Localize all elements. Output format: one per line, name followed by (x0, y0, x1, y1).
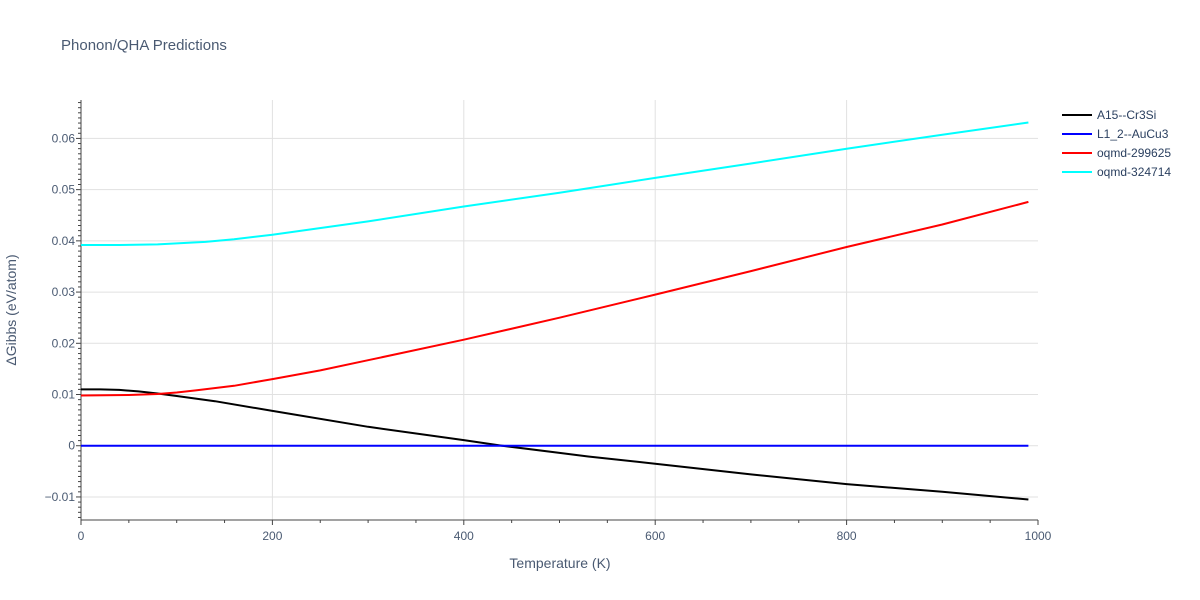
y-tick-label: 0.03 (52, 285, 76, 299)
series-line-A15--Cr3Si (81, 388, 1029, 501)
y-axis: −0.01 0 0.01 0.02 0.03 0.04 0.05 0.06 (45, 100, 82, 520)
legend-item-label: oqmd-324714 (1097, 165, 1171, 179)
y-tick-label: 0.05 (52, 183, 76, 197)
x-tick-label: 200 (262, 529, 282, 543)
legend-item-label: oqmd-299625 (1097, 146, 1171, 160)
grid (81, 100, 1038, 520)
y-tick-label: 0.01 (52, 388, 76, 402)
series-line-oqmd-324714 (81, 121, 1029, 246)
x-tick-label: 400 (454, 529, 474, 543)
x-axis: 0 200 400 600 800 1000 (78, 519, 1052, 543)
x-tick-label: 800 (837, 529, 857, 543)
x-tick-label: 0 (78, 529, 85, 543)
y-tick-label: 0.02 (52, 336, 76, 350)
series-line-oqmd-299625 (80, 200, 1029, 397)
plot-lines (80, 121, 1029, 501)
y-axis-title: ΔGibbs (eV/atom) (3, 254, 19, 365)
y-tick-label: 0 (68, 439, 75, 453)
y-tick-label: −0.01 (45, 490, 76, 504)
y-tick-label: 0.06 (52, 131, 76, 145)
y-tick-label: 0.04 (52, 234, 76, 248)
x-tick-label: 1000 (1025, 529, 1052, 543)
x-tick-label: 600 (645, 529, 665, 543)
legend-item-label: A15--Cr3Si (1097, 108, 1156, 122)
legend: A15--Cr3Si L1_2--AuCu3 oqmd-299625 oqmd-324… (1062, 108, 1171, 179)
legend-item-label: L1_2--AuCu3 (1097, 127, 1169, 141)
x-axis-title: Temperature (K) (509, 555, 610, 571)
chart-title: Phonon/QHA Predictions (61, 37, 227, 54)
